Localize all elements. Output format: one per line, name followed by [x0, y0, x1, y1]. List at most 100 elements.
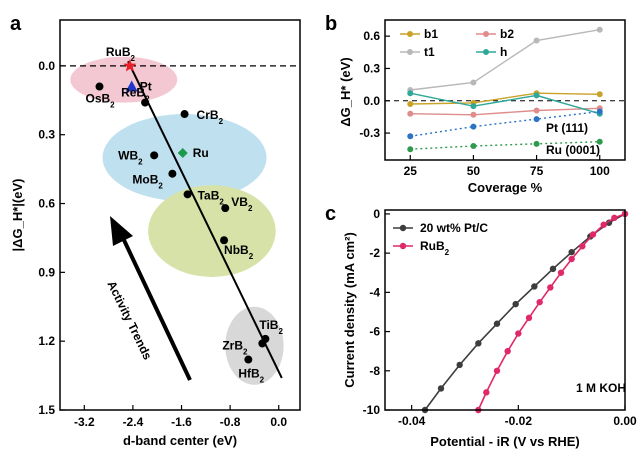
label-ru-0001: Ru (0001) — [546, 143, 600, 157]
y-tick-label: -2 — [369, 246, 380, 260]
legend-label-b2: b2 — [500, 27, 514, 41]
x-tick-label: -2.4 — [123, 415, 144, 429]
marker-20-wt-pt-c — [531, 283, 538, 290]
y-tick-label: -8 — [369, 364, 380, 378]
y-tick-label: -0.3 — [359, 126, 380, 140]
y-tick-label: 0.9 — [38, 265, 55, 279]
highlight-ellipse-1 — [70, 56, 178, 103]
x-tick-label: -0.02 — [505, 414, 533, 428]
marker-rub2 — [589, 231, 597, 238]
label-pt: Pt — [140, 80, 152, 94]
label-hfb2: HfB2 — [238, 367, 264, 385]
x-tick-label: -0.8 — [220, 415, 241, 429]
marker-t1 — [533, 37, 540, 44]
series-line-h — [410, 92, 600, 115]
label-crb2: CrB2 — [197, 108, 224, 126]
marker-b2 — [533, 107, 540, 114]
marker-rub2 — [493, 367, 501, 374]
plot-frame — [59, 19, 301, 411]
marker-ru-0001 — [533, 140, 540, 147]
panel-c-letter: c — [325, 203, 336, 225]
y-tick-label: -6 — [369, 325, 380, 339]
marker-rub2 — [579, 243, 586, 250]
x-tick-label: 25 — [404, 164, 418, 178]
panel-c-chart: c 20 wt% Pt/C RuB2 1 M KOH -0.04 -0.02 0.00 0 -2… — [325, 203, 637, 449]
marker-h — [407, 90, 414, 97]
marker-20-wt-pt-c — [475, 340, 482, 347]
marker-rub2 — [568, 255, 575, 263]
point-nbb2 — [220, 236, 229, 245]
marker-rub2 — [557, 269, 565, 276]
y-tick-label: -10 — [363, 403, 381, 417]
point-osb2 — [95, 82, 104, 91]
y-axis-label: |ΔG_H*|(eV) — [10, 179, 25, 252]
y-tick-label: 1.5 — [38, 403, 55, 417]
label-vb2: VB2 — [231, 195, 253, 213]
label-tab2: TaB2 — [198, 188, 225, 206]
plot-frame — [384, 209, 626, 411]
marker-pt-111 — [596, 108, 603, 115]
marker-h — [533, 92, 540, 99]
y-tick-label: 1.2 — [38, 334, 55, 348]
marker-rub2 — [515, 330, 522, 337]
point-hfb2 — [244, 355, 253, 364]
marker-rub2 — [536, 298, 543, 306]
label-osb2: OsB2 — [85, 92, 115, 110]
marker-ru-0001 — [596, 138, 603, 145]
marker-ru-0001 — [470, 143, 477, 149]
legend-marker-h — [483, 49, 489, 55]
marker-20-wt-pt-c — [549, 265, 557, 273]
y-axis-label: ΔG_H* (eV) — [338, 57, 353, 126]
legend-marker-b2 — [483, 31, 489, 37]
y-tick-label: 0.6 — [38, 197, 55, 211]
point-ru-diamond — [177, 148, 188, 159]
trend-line — [127, 60, 283, 379]
marker-20-wt-pt-c — [437, 385, 445, 392]
x-tick-label: -1.6 — [171, 415, 192, 429]
legend-label-h: h — [500, 45, 507, 59]
y-tick-label: 0 — [373, 207, 380, 221]
marker-rub2 — [483, 389, 490, 396]
y-tick-label: 0.0 — [38, 59, 55, 73]
marker-20-wt-pt-c — [568, 248, 575, 256]
plot-frame — [384, 19, 626, 161]
label-rub2: RuB2 — [106, 45, 136, 63]
label-tib2: TiB2 — [259, 318, 283, 336]
marker-t1 — [470, 79, 477, 86]
label-reb2: ReB2 — [121, 86, 150, 104]
point-pt-triangle — [125, 80, 138, 92]
label-pt-111: Pt (111) — [546, 121, 588, 135]
highlight-ellipse-2 — [102, 114, 267, 202]
panel-a-letter: a — [10, 13, 22, 35]
y-tick-label: 0.3 — [363, 61, 380, 75]
series-line-t1 — [410, 29, 600, 91]
marker-b1 — [596, 91, 603, 98]
legend-marker-b1 — [407, 31, 413, 37]
highlight-ellipse-4 — [225, 306, 284, 385]
y-tick-label: -4 — [369, 285, 380, 299]
series-line-ru-0001 — [410, 141, 600, 150]
point-vb2 — [221, 204, 230, 213]
marker-b2 — [407, 110, 414, 117]
y-tick-label: 0.0 — [363, 94, 380, 108]
x-tick-label: 100 — [590, 164, 610, 178]
marker-20-wt-pt-c — [512, 300, 519, 308]
series-line-b2 — [410, 107, 600, 116]
label-mob2: MoB2 — [132, 173, 163, 191]
y-axis-label: Current density (mA cm²) — [342, 232, 357, 388]
y-tick-label: 0.3 — [38, 128, 55, 142]
panel-b-chart: b b1 b2 t1 h Pt (111) Ru (0001) 25 50 75 100 0.6 0.3… — [325, 13, 626, 195]
panel-b-letter: b — [325, 13, 337, 35]
y-tick-label: 0.6 — [363, 29, 380, 43]
x-tick-label: -3.2 — [74, 415, 95, 429]
marker-pt-111 — [407, 133, 414, 140]
legend-label-b1: b1 — [424, 27, 438, 41]
marker-ru-0001 — [407, 146, 414, 153]
label-zrb2: ZrB2 — [222, 338, 248, 356]
legend-marker-rub2 — [399, 242, 407, 250]
point-mob2 — [168, 169, 177, 178]
marker-20-wt-pt-c — [456, 361, 463, 369]
point-reb2 — [141, 98, 150, 107]
